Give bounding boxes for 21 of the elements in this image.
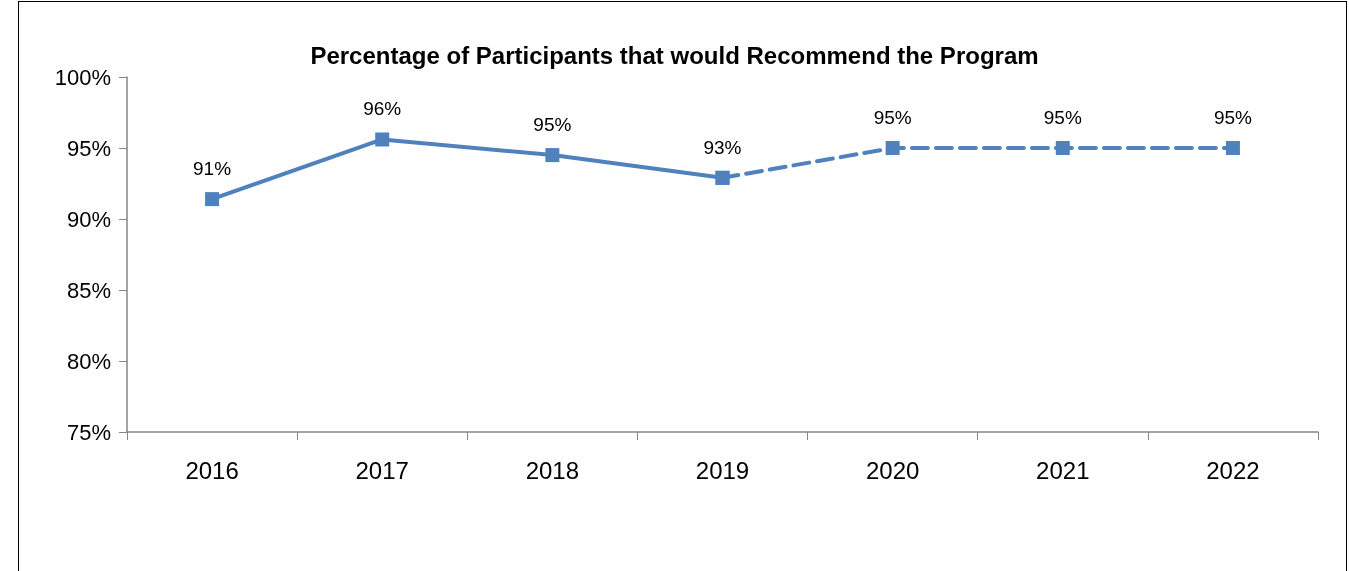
data-label: 95% bbox=[1043, 107, 1082, 128]
data-label: 95% bbox=[1213, 107, 1253, 128]
y-tick-label: 75% bbox=[66, 419, 111, 445]
chart-title: Percentage of Participants that would Recommend the Program bbox=[310, 41, 1039, 69]
y-tick-label: 95% bbox=[66, 135, 111, 161]
data-label: 91% bbox=[193, 158, 232, 180]
x-tick-label: 2016 bbox=[185, 456, 239, 484]
x-tick-label: 2020 bbox=[865, 456, 920, 484]
data-label: 96% bbox=[363, 98, 402, 120]
data-label: 93% bbox=[703, 136, 742, 158]
x-tick-label: 2022 bbox=[1206, 456, 1260, 484]
x-tick-label: 2017 bbox=[355, 456, 409, 484]
y-tick-label: 85% bbox=[66, 277, 111, 303]
y-tick-label: 90% bbox=[66, 206, 111, 232]
y-tick-label: 100% bbox=[54, 64, 111, 90]
x-tick-label: 2021 bbox=[1036, 456, 1090, 484]
data-label: 95% bbox=[533, 114, 572, 136]
x-tick-label: 2019 bbox=[695, 456, 750, 484]
x-tick-label: 2018 bbox=[525, 456, 580, 484]
y-tick-label: 80% bbox=[66, 348, 111, 374]
data-label: 95% bbox=[873, 107, 912, 128]
